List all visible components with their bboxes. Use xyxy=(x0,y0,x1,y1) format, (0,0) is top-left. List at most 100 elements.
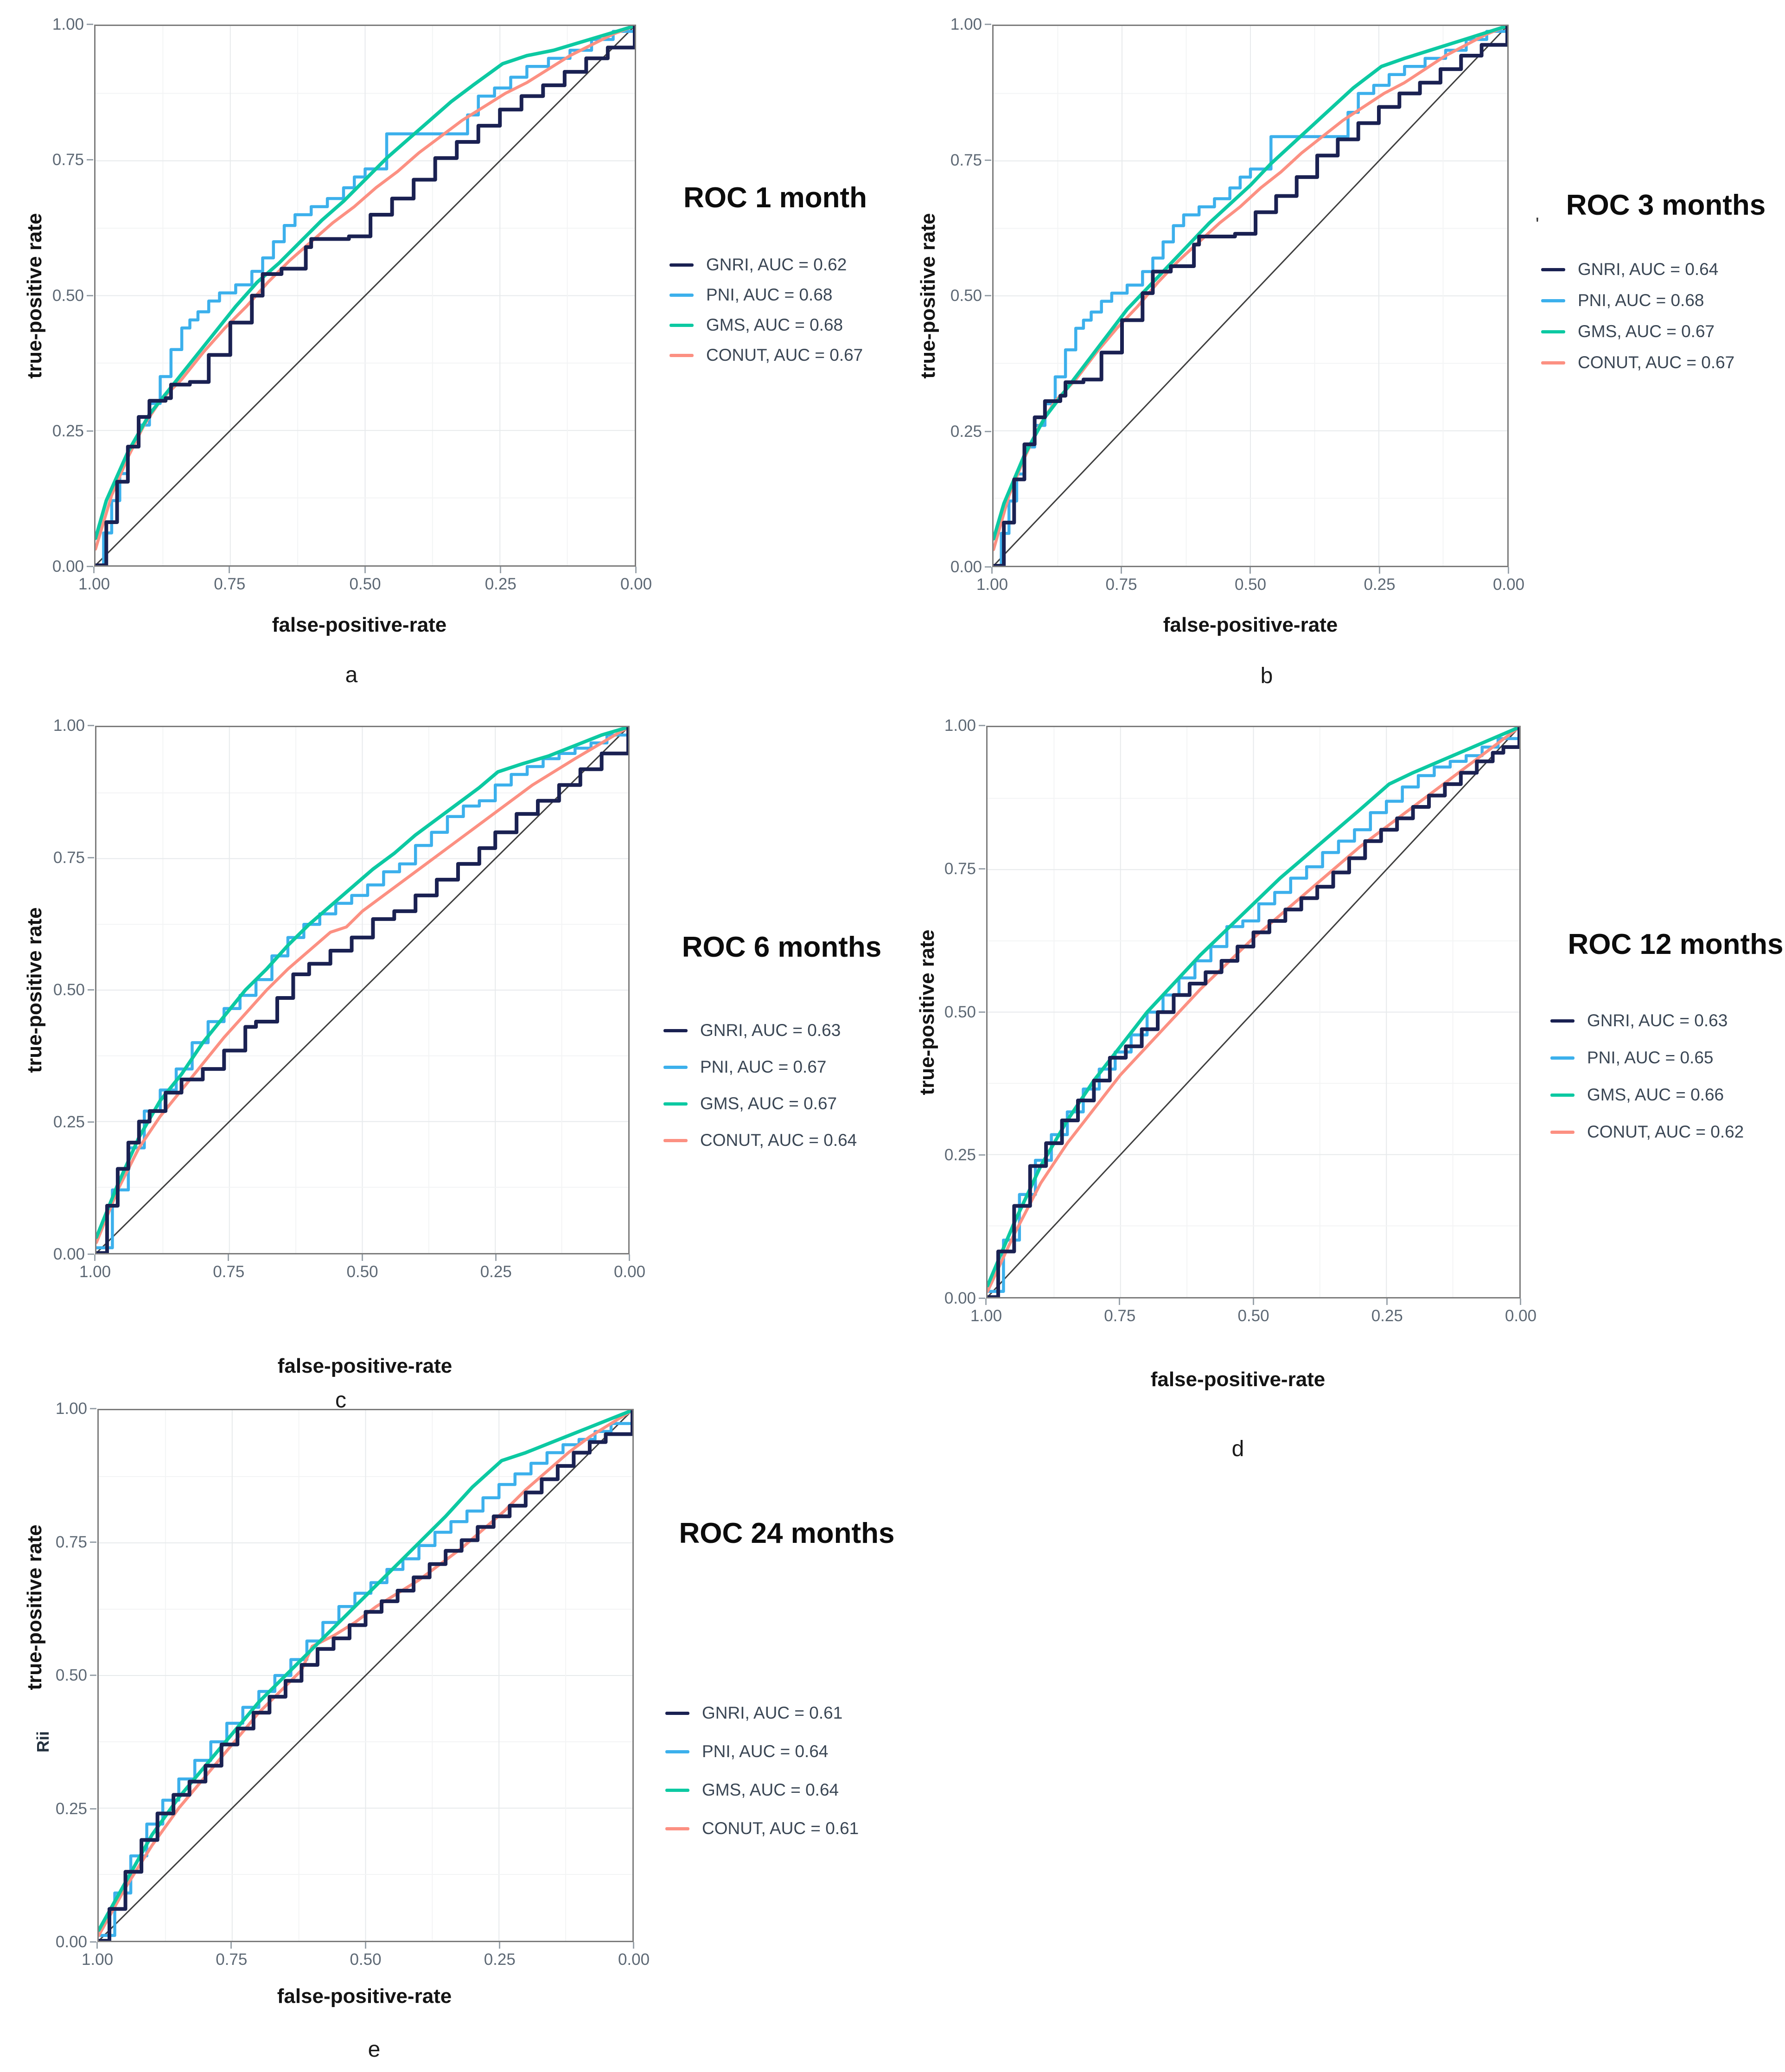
axis-tick xyxy=(635,567,637,573)
axis-tick xyxy=(985,566,991,568)
axis-tick xyxy=(498,1942,500,1949)
legend-swatch-line xyxy=(1541,361,1565,365)
y-tick-label: 0.50 xyxy=(944,1003,976,1021)
legend-title: ROC 12 months xyxy=(1568,928,1784,960)
y-tick-label: 1.00 xyxy=(52,15,84,33)
legend-label: GNRI, AUC = 0.62 xyxy=(706,255,847,274)
diagonal-reference-line xyxy=(994,26,1507,566)
x-axis-title: false-positive-rate xyxy=(277,1355,453,1377)
axis-tick xyxy=(229,567,230,573)
legend: GNRI, AUC = 0.61 PNI, AUC = 0.64 GMS, AU… xyxy=(665,1694,859,1848)
x-tick-label: 0.25 xyxy=(484,1950,516,1969)
legend-swatch-line xyxy=(663,1065,688,1069)
axis-tick xyxy=(230,1942,232,1949)
axis-tick xyxy=(499,567,501,573)
x-tick-label: 0.00 xyxy=(1504,1307,1537,1325)
legend-item: GMS, AUC = 0.67 xyxy=(1541,316,1734,347)
legend-label: PNI, AUC = 0.68 xyxy=(1578,291,1704,310)
legend-swatch-line xyxy=(663,1138,688,1142)
legend-swatch-line xyxy=(663,1102,688,1106)
roc-curve-GNRI xyxy=(988,727,1519,1297)
axis-tick xyxy=(979,868,985,870)
axis-tick xyxy=(88,1253,94,1255)
x-tick-label: 0.25 xyxy=(484,575,516,593)
roc-plot-canvas xyxy=(988,727,1519,1297)
legend-label: PNI, AUC = 0.68 xyxy=(706,285,833,304)
legend-label: GNRI, AUC = 0.63 xyxy=(700,1021,841,1040)
roc-curve-GNRI xyxy=(994,26,1507,566)
legend-label: GNRI, AUC = 0.63 xyxy=(1587,1011,1728,1030)
stray-mark: ' xyxy=(1536,214,1539,235)
x-tick-label: 0.75 xyxy=(213,1263,245,1281)
axis-tick xyxy=(93,567,95,573)
x-axis-title: false-positive-rate xyxy=(1150,1368,1326,1391)
x-tick-label: 0.75 xyxy=(1105,576,1137,594)
y-tick-label: 0.75 xyxy=(950,151,982,169)
diagonal-reference-line xyxy=(96,26,635,565)
axis-tick xyxy=(87,294,93,296)
legend-item: GMS, AUC = 0.68 xyxy=(669,310,863,340)
y-tick-label: 0.75 xyxy=(52,151,84,169)
axis-tick xyxy=(985,295,991,296)
axis-tick xyxy=(361,1254,363,1261)
x-tick-label: 1.00 xyxy=(79,1263,111,1281)
roc-curve-CONUT xyxy=(96,727,628,1242)
axis-tick xyxy=(991,567,993,574)
x-tick-label: 0.25 xyxy=(480,1263,512,1281)
legend: GNRI, AUC = 0.63 PNI, AUC = 0.65 GMS, AU… xyxy=(1550,1002,1744,1151)
legend-item: GMS, AUC = 0.66 xyxy=(1550,1076,1744,1113)
axis-tick xyxy=(90,1541,96,1543)
legend-label: GNRI, AUC = 0.64 xyxy=(1578,260,1719,279)
y-tick-label: 0.75 xyxy=(55,1533,87,1551)
y-tick-label: 0.00 xyxy=(52,557,84,576)
axis-tick xyxy=(87,566,93,567)
roc-curve-PNI xyxy=(988,727,1519,1292)
legend-label: CONUT, AUC = 0.67 xyxy=(1578,353,1735,372)
axis-tick xyxy=(1508,567,1509,574)
legend-item: GNRI, AUC = 0.63 xyxy=(1550,1002,1744,1039)
roc-curve-GMS xyxy=(96,727,628,1237)
roc-curve-GNRI xyxy=(99,1410,632,1941)
legend-swatch-line xyxy=(1550,1056,1575,1060)
plot-area xyxy=(94,25,636,567)
legend-swatch-line xyxy=(669,263,694,267)
y-tick-label: 1.00 xyxy=(950,15,982,33)
roc-plot-canvas xyxy=(99,1410,632,1941)
plot-area xyxy=(95,726,630,1254)
legend-swatch-line xyxy=(669,293,694,297)
axis-tick xyxy=(228,1254,230,1261)
x-tick-label: 0.50 xyxy=(346,1263,378,1281)
axis-tick xyxy=(985,159,991,161)
y-tick-label: 0.75 xyxy=(53,849,85,867)
axis-tick xyxy=(1386,1298,1388,1305)
roc-curve-GNRI xyxy=(96,26,635,565)
x-tick-label: 0.50 xyxy=(349,575,381,593)
axis-tick xyxy=(979,725,985,726)
panel-letter: a xyxy=(345,663,358,687)
legend-label: PNI, AUC = 0.67 xyxy=(700,1057,827,1076)
panel-letter: c xyxy=(335,1388,346,1413)
x-tick-label: 0.75 xyxy=(216,1950,248,1969)
legend-title: ROC 24 months xyxy=(679,1517,895,1549)
legend-item: PNI, AUC = 0.68 xyxy=(669,280,863,310)
legend-swatch-line xyxy=(1550,1130,1575,1134)
y-tick-label: 0.50 xyxy=(55,1666,87,1684)
diagonal-reference-line xyxy=(99,1410,632,1941)
panel-letter: b xyxy=(1260,664,1273,688)
roc-curve-GNRI xyxy=(96,727,628,1253)
axis-tick xyxy=(1119,1298,1121,1305)
x-tick-label: 0.50 xyxy=(1237,1307,1269,1325)
legend-swatch-line xyxy=(669,323,694,327)
x-tick-label: 1.00 xyxy=(78,575,110,593)
axis-tick xyxy=(979,1154,985,1156)
y-tick-label: 0.00 xyxy=(55,1933,87,1951)
axis-tick xyxy=(1520,1298,1521,1305)
legend-item: GNRI, AUC = 0.64 xyxy=(1541,254,1734,285)
y-tick-label: 0.00 xyxy=(950,558,982,576)
legend-label: GMS, AUC = 0.64 xyxy=(702,1780,839,1799)
legend-item: CONUT, AUC = 0.64 xyxy=(663,1122,857,1159)
axis-tick xyxy=(364,567,366,573)
axis-tick xyxy=(90,1941,96,1943)
axis-tick xyxy=(629,1254,630,1261)
x-tick-label: 0.25 xyxy=(1371,1307,1403,1325)
